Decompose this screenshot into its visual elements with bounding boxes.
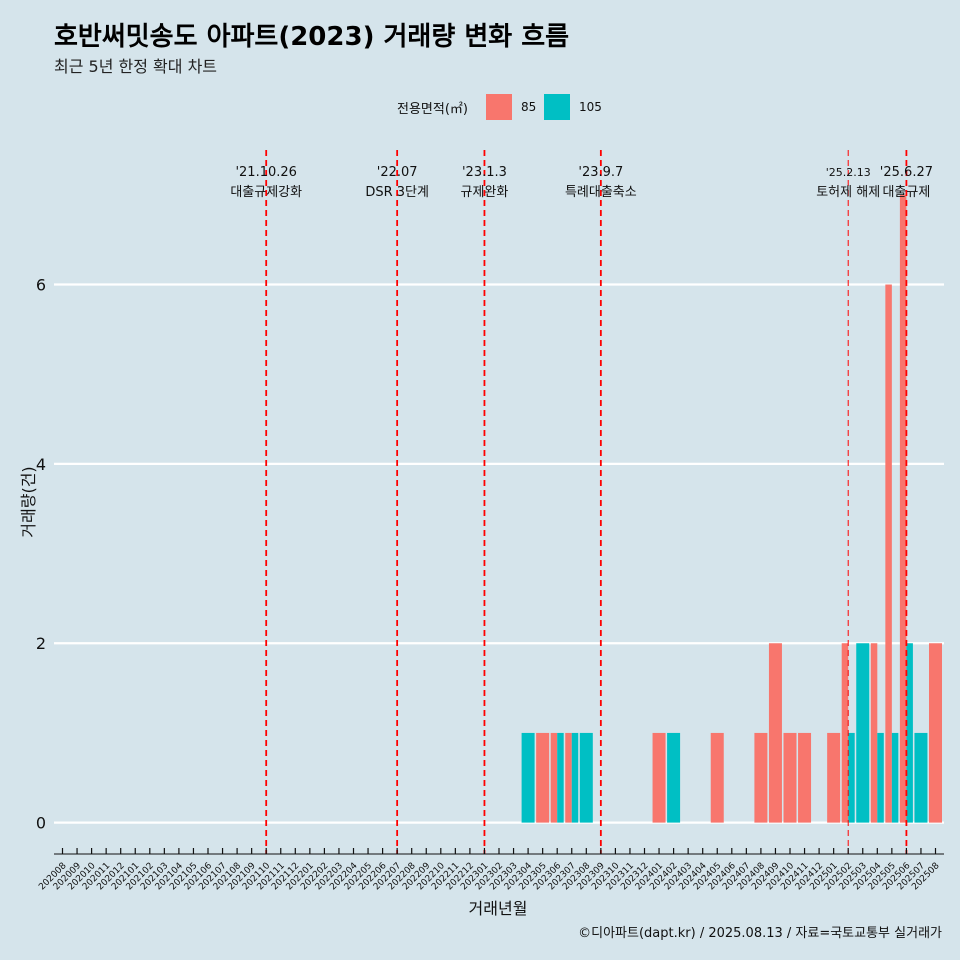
y-tick-label: 2 <box>36 634 46 653</box>
y-tick-label: 6 <box>36 276 46 295</box>
bar-85-202502 <box>841 643 849 823</box>
event-date-1: '22.07 <box>377 165 418 180</box>
y-axis-label: 거래량(건) <box>19 466 38 537</box>
bar-85-202410 <box>783 732 797 823</box>
bar-105-202307 <box>571 732 579 823</box>
bar-85-202306 <box>550 732 558 823</box>
bar-105-202304 <box>521 732 535 823</box>
event-label-2: 규제완화 <box>461 185 509 200</box>
bar-85-202405 <box>710 732 724 823</box>
bar-105-202308 <box>579 732 593 823</box>
event-label-5: 대출규제 <box>882 185 930 200</box>
bar-85-202506 <box>899 194 907 823</box>
event-date-4: '25.2.13 <box>826 166 871 179</box>
bar-85-202508 <box>929 643 942 823</box>
bar-105-202507 <box>914 732 928 823</box>
bar-105-202504 <box>877 732 884 823</box>
bar-105-202503 <box>856 643 870 823</box>
event-label-3: 특례대출축소 <box>565 185 637 200</box>
chart-caption: ©디아파트(dapt.kr) / 2025.08.13 / 자료=국토교통부 실… <box>578 926 942 941</box>
legend-label-85: 85 <box>521 100 537 114</box>
bar-85-202504 <box>870 643 878 823</box>
bar-85-202505 <box>885 284 892 823</box>
y-tick-label: 0 <box>36 814 46 833</box>
bar-85-202409 <box>768 643 782 823</box>
bar-85-202501 <box>827 732 841 823</box>
bar-105-202502 <box>848 732 855 823</box>
bar-85-202307 <box>565 732 572 823</box>
event-date-5: '25.6.27 <box>880 165 933 180</box>
bar-85-202401 <box>652 732 666 823</box>
bar-105-202306 <box>557 732 564 823</box>
bar-85-202408 <box>754 732 768 823</box>
event-date-2: '23.1.3 <box>462 165 507 180</box>
legend: 전용면적(㎡) 85 105 <box>0 94 960 120</box>
bar-85-202305 <box>536 732 550 823</box>
bar-85-202411 <box>798 732 812 823</box>
legend-swatch-105 <box>544 94 570 120</box>
chart-subtitle: 최근 5년 한정 확대 차트 <box>54 57 218 76</box>
event-label-1: DSR 3단계 <box>365 185 429 200</box>
chart-title: 호반써밋송도 아파트(2023) 거래량 변화 흐름 <box>54 22 570 52</box>
event-date-3: '23.9.7 <box>578 165 623 180</box>
event-label-0: 대출규제강화 <box>230 185 302 200</box>
legend-swatch-85 <box>486 94 512 120</box>
event-date-0: '21.10.26 <box>235 165 296 180</box>
x-axis-label: 거래년월 <box>469 899 528 918</box>
y-tick-label: 4 <box>36 455 46 474</box>
event-label-4: 토허제 해제 <box>816 185 880 200</box>
bar-105-202506 <box>906 643 913 823</box>
legend-label-105: 105 <box>579 100 602 114</box>
bar-105-202402 <box>667 732 681 823</box>
bar-105-202505 <box>891 732 899 823</box>
legend-title: 전용면적(㎡) <box>397 102 468 117</box>
